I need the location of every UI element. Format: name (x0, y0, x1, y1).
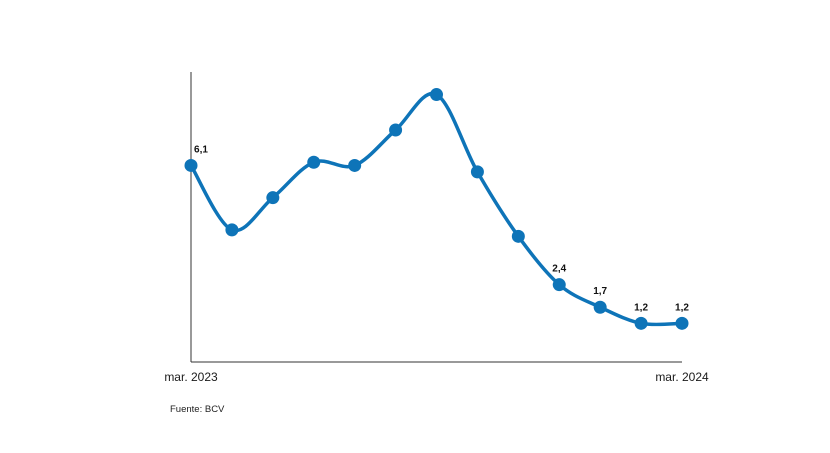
data-point-4 (348, 158, 362, 172)
data-point-10 (593, 300, 607, 314)
data-point-6 (430, 88, 443, 102)
x-tick-label-end: mar. 2024 (655, 370, 709, 384)
data-label-0: 6,1 (194, 144, 208, 155)
data-point-12 (675, 316, 689, 330)
series-line (189, 91, 684, 327)
data-point-3 (307, 155, 321, 169)
x-tick-label-start: mar. 2023 (164, 370, 218, 384)
data-point-9 (552, 278, 566, 292)
data-point-2 (266, 191, 280, 205)
data-labels: 6,1 2,4 1,7 1,2 1,2 (194, 144, 689, 313)
source-note: Fuente: BCV (170, 404, 225, 415)
data-point-7 (470, 165, 484, 179)
data-point-11 (634, 316, 648, 330)
data-label-11: 1,2 (634, 302, 648, 313)
data-label-9: 2,4 (552, 264, 566, 275)
data-point-8 (511, 229, 525, 243)
data-label-10: 1,7 (593, 286, 607, 297)
data-label-12: 1,2 (675, 302, 689, 313)
data-point-1 (225, 223, 239, 237)
data-point-5 (389, 123, 403, 137)
data-point-0 (184, 158, 198, 172)
data-points (184, 88, 689, 330)
